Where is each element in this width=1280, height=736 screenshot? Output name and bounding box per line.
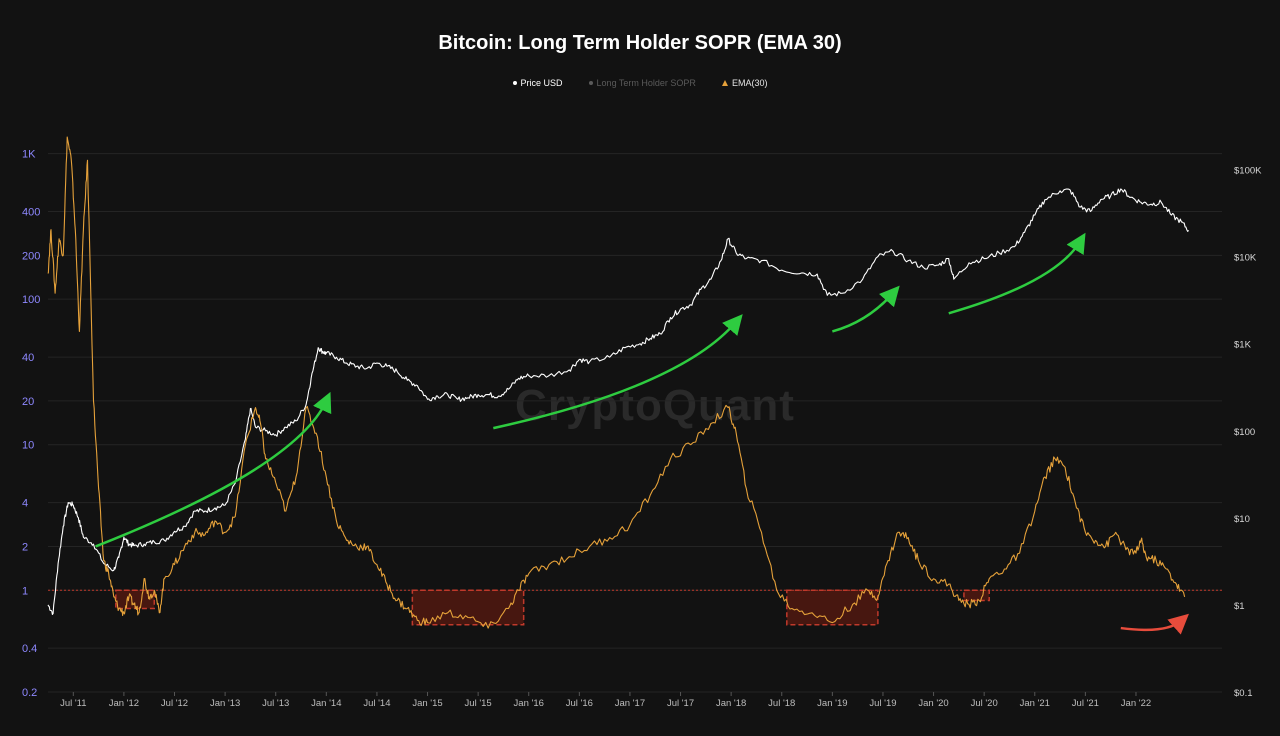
x-axis-tick-label: Jan '15 — [412, 698, 442, 709]
right-axis-tick-label: $100K — [1234, 166, 1262, 177]
series-line-price — [47, 188, 1190, 616]
legend-item-lth-sopr[interactable]: Long Term Holder SOPR — [588, 78, 696, 88]
x-axis-tick-label: Jan '20 — [918, 698, 948, 709]
x-axis-tick-label: Jul '12 — [161, 698, 188, 709]
x-axis-tick-label: Jan '22 — [1121, 698, 1151, 709]
highlight-region — [411, 589, 525, 626]
x-axis-tick-label: Jan '16 — [514, 698, 544, 709]
x-axis-tick-label: Jul '11 — [60, 698, 86, 709]
legend-label-price: Price USD — [520, 78, 563, 88]
highlight-region — [963, 589, 990, 602]
x-axis-tick-label: Jul '21 — [1072, 698, 1099, 709]
trend-arrow — [95, 391, 332, 548]
left-axis-tick-label: 1 — [22, 585, 28, 597]
x-axis-tick-label: Jan '17 — [615, 698, 645, 709]
trend-arrow — [832, 285, 900, 333]
left-axis-tick-label: 20 — [22, 396, 34, 408]
right-axis-tick-label: $1K — [1234, 340, 1252, 351]
legend-dot-icon — [512, 81, 517, 85]
left-axis-tick-label: 10 — [22, 440, 34, 452]
x-axis-tick-label: Jul '18 — [768, 698, 795, 709]
left-axis-tick-label: 0.4 — [22, 643, 37, 655]
left-axis-tick-label: 100 — [22, 294, 40, 306]
left-axis-tick-label: 200 — [22, 250, 40, 262]
left-axis-tick-label: 0.2 — [22, 687, 37, 699]
trend-arrow — [948, 232, 1086, 315]
right-axis-tick-label: $1 — [1234, 601, 1245, 612]
chart-title: Bitcoin: Long Term Holder SOPR (EMA 30) — [438, 32, 842, 54]
x-axis-tick-label: Jul '16 — [566, 698, 593, 709]
right-axis-tick-label: $10K — [1234, 253, 1257, 264]
legend-dot-icon — [588, 81, 593, 85]
legend-item-price[interactable]: Price USD — [512, 78, 563, 88]
left-axis-tick-label: 1K — [22, 149, 36, 161]
x-axis-tick-label: Jul '15 — [465, 698, 492, 709]
x-axis-tick-label: Jan '19 — [817, 698, 847, 709]
left-axis-tick-label: 2 — [22, 541, 28, 553]
x-axis-tick-label: Jul '13 — [262, 698, 289, 709]
series-line-ema — [47, 136, 1186, 629]
right-axis-tick-label: $10 — [1234, 514, 1250, 525]
highlight-region — [786, 589, 879, 626]
right-axis-tick-label: $0.1 — [1234, 688, 1253, 699]
x-axis-tick-label: Jan '14 — [311, 698, 341, 709]
left-axis-tick-label: 40 — [22, 352, 34, 364]
legend-label-lth-sopr: Long Term Holder SOPR — [596, 78, 696, 88]
x-axis-tick-label: Jul '19 — [869, 698, 896, 709]
x-axis-tick-label: Jan '12 — [109, 698, 139, 709]
x-axis-tick-label: Jan '13 — [210, 698, 240, 709]
x-axis-tick-label: Jul '20 — [971, 698, 998, 709]
x-axis-tick-label: Jul '17 — [667, 698, 694, 709]
trend-arrow — [1120, 613, 1189, 635]
legend-triangle-icon — [721, 80, 728, 86]
legend-label-ema: EMA(30) — [731, 78, 768, 88]
x-axis-tick-label: Jan '18 — [716, 698, 746, 709]
x-axis-tick-label: Jul '14 — [363, 698, 390, 709]
legend: Price USD Long Term Holder SOPR EMA(30) — [0, 78, 1280, 88]
left-axis-tick-label: 400 — [22, 207, 40, 219]
left-axis-tick-label: 4 — [22, 498, 28, 510]
trend-arrow — [493, 314, 743, 430]
x-axis-tick-label: Jan '21 — [1020, 698, 1050, 709]
legend-item-ema[interactable]: EMA(30) — [721, 78, 768, 88]
watermark-text: CryptoQuant — [515, 381, 795, 430]
right-axis-tick-label: $100 — [1234, 427, 1255, 438]
